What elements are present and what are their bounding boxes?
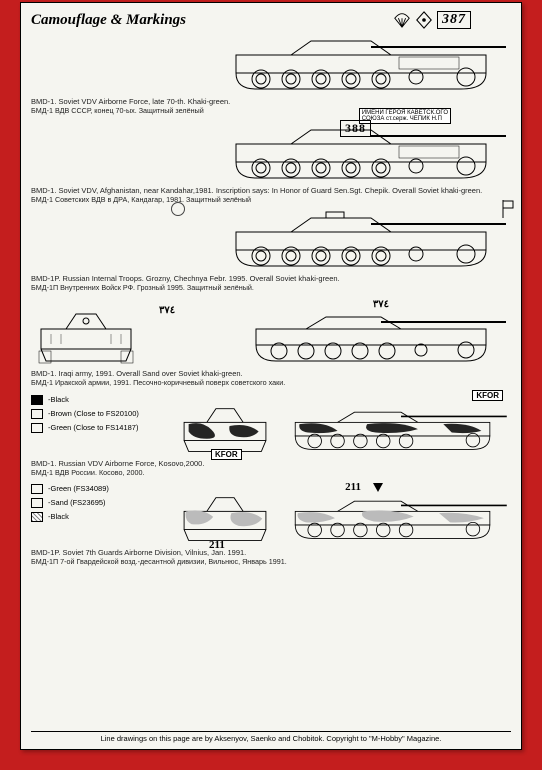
instruction-page: Camouflage & Markings 387: [20, 2, 522, 750]
scheme-1: BMD-1. Soviet VDV Airborne Force, late 7…: [31, 33, 511, 116]
caption: BMD-1P. Soviet 7th Guards Airborne Divis…: [31, 548, 511, 557]
hull-number-211-front: 211: [209, 539, 225, 551]
color-legend-1: -Black -Brown (Close to FS20100) -Green …: [31, 394, 171, 458]
tank-side-drawing: [231, 33, 511, 95]
caption-ru: БМД-1 Иракской армии, 1991. Песочно-кори…: [31, 379, 511, 388]
caption: BMD-1. Soviet VDV Airborne Force, late 7…: [31, 97, 511, 106]
scheme-3: BMD-1P. Russian Internal Troops. Grozny,…: [31, 210, 511, 293]
triangle-marking-icon: [373, 483, 383, 492]
swatch-black-hatch: [31, 512, 43, 522]
scheme-5: -Black -Brown (Close to FS20100) -Green …: [31, 394, 511, 478]
swatch-black: [31, 395, 43, 405]
caption: BMD-1. Soviet VDV, Afghanistan, near Kan…: [31, 186, 511, 195]
header-badges: 387: [393, 11, 471, 29]
header-hull-number: 387: [437, 11, 471, 29]
scheme-2: ИМЕНИ ГЕРОЯ КАВЕТСК.ОГО СОЮЗА ст.серж. Ч…: [31, 122, 511, 205]
tank-side-drawing: [231, 122, 511, 184]
legend-label: -Sand (FS23695): [48, 497, 106, 509]
footer-credit: Line drawings on this page are by Akseny…: [31, 731, 511, 743]
caption: BMD-1. Russian VDV Airborne Force, Kosov…: [31, 459, 511, 468]
color-legend-2: -Green (FS34089) -Sand (FS23695) -Black: [31, 483, 171, 547]
legend-label: -Black: [48, 511, 69, 523]
scheme-6: -Green (FS34089) -Sand (FS23695) -Black …: [31, 483, 511, 567]
tank-front-drawing-camo: [175, 483, 275, 547]
parachute-icon: [393, 11, 411, 29]
scheme-4: ٣٧٤ ٣٧٤ BMD-1. Iraqi army, 1991. Overall: [31, 299, 511, 388]
caption-ru: БМД-1 ВДВ России. Косово, 2000.: [31, 469, 511, 478]
page-title: Camouflage & Markings 387: [31, 11, 511, 29]
swatch-sand: [31, 498, 43, 508]
arabic-number-side: ٣٧٤: [373, 299, 389, 310]
caption-ru: БМД-1П 7-ой Гвардейской возд.-десантной …: [31, 558, 511, 567]
flag-icon: [501, 200, 515, 218]
tank-side-drawing: [231, 210, 511, 272]
caption: BMD-1. Iraqi army, 1991. Overall Sand ov…: [31, 369, 511, 378]
arabic-number: ٣٧٤: [159, 305, 175, 316]
caption-ru: БМД-1П Внутренних Войск РФ. Грозный 1995…: [31, 284, 511, 293]
honor-plaque: ИМЕНИ ГЕРОЯ КАВЕТСК.ОГО СОЮЗА ст.серж. Ч…: [359, 108, 451, 124]
kfor-marking: KFOR: [472, 390, 503, 401]
diamond-icon: [415, 11, 433, 29]
swatch-green: [31, 484, 43, 494]
legend-label: -Black: [48, 394, 69, 406]
title-text: Camouflage & Markings: [31, 12, 186, 29]
swatch-brown: [31, 409, 43, 419]
tank-side-drawing-camo: [291, 402, 511, 458]
tank-side-drawing-camo: [291, 491, 511, 547]
legend-label: -Brown (Close to FS20100): [48, 408, 139, 420]
caption-ru: БМД-1 Советских ВДВ в ДРА, Кандагар, 198…: [31, 196, 511, 205]
hull-number-211: 211: [345, 481, 361, 493]
turret-emblem-icon: [171, 202, 185, 216]
swatch-green: [31, 423, 43, 433]
legend-label: -Green (FS34089): [48, 483, 109, 495]
kfor-marking-front: KFOR: [211, 449, 242, 460]
hull-number-388: 388: [340, 120, 371, 137]
caption: BMD-1P. Russian Internal Troops. Grozny,…: [31, 274, 511, 283]
tank-side-drawing: [251, 309, 511, 367]
tank-front-drawing: [31, 299, 141, 367]
legend-label: -Green (Close to FS14187): [48, 422, 138, 434]
